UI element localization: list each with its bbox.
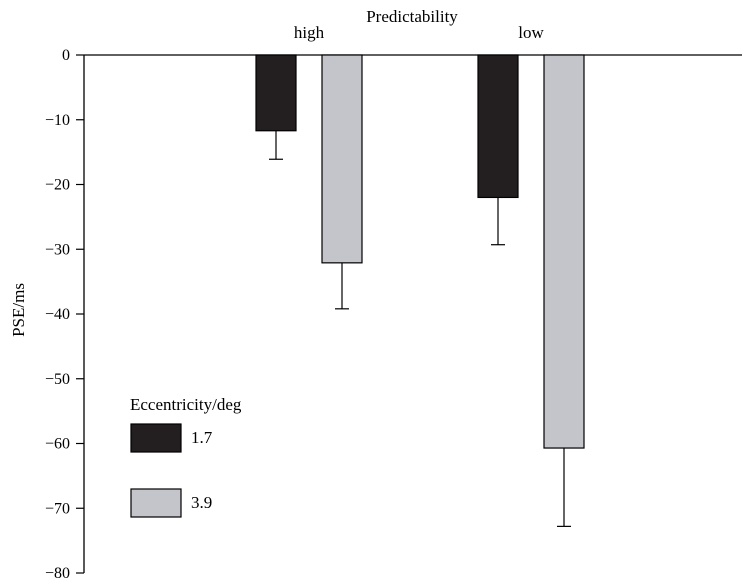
y-tick-label: −60 <box>45 436 70 453</box>
category-label: high <box>294 23 325 42</box>
y-tick-label: 0 <box>62 47 70 64</box>
bar <box>543 54 585 449</box>
legend-item-label: 3.9 <box>191 493 212 512</box>
category-label: low <box>518 23 544 42</box>
legend-item-label: 1.7 <box>191 428 213 447</box>
y-tick-label: −80 <box>45 565 70 582</box>
y-tick-label: −20 <box>45 177 70 194</box>
y-tick-label: −70 <box>45 500 70 517</box>
y-tick-label: −30 <box>45 241 70 258</box>
bar <box>321 54 363 264</box>
x-axis-title: Predictability <box>366 7 458 26</box>
legend-swatch <box>130 423 182 453</box>
legend-title: Eccentricity/deg <box>130 395 242 414</box>
y-axis-title: PSE/ms <box>9 283 28 337</box>
bar <box>477 54 519 199</box>
legend: Eccentricity/deg 1.7 3.9 <box>130 395 242 518</box>
y-tick-label: −10 <box>45 112 70 129</box>
bars-layer: high low <box>255 23 585 527</box>
y-tick-label: −50 <box>45 371 70 388</box>
bar <box>255 54 297 132</box>
axes: 0 −10 −20 −30 −40 −50 −60 −70 −80 <box>45 47 742 582</box>
y-tick-label: −40 <box>45 306 70 323</box>
legend-swatch <box>130 488 182 518</box>
